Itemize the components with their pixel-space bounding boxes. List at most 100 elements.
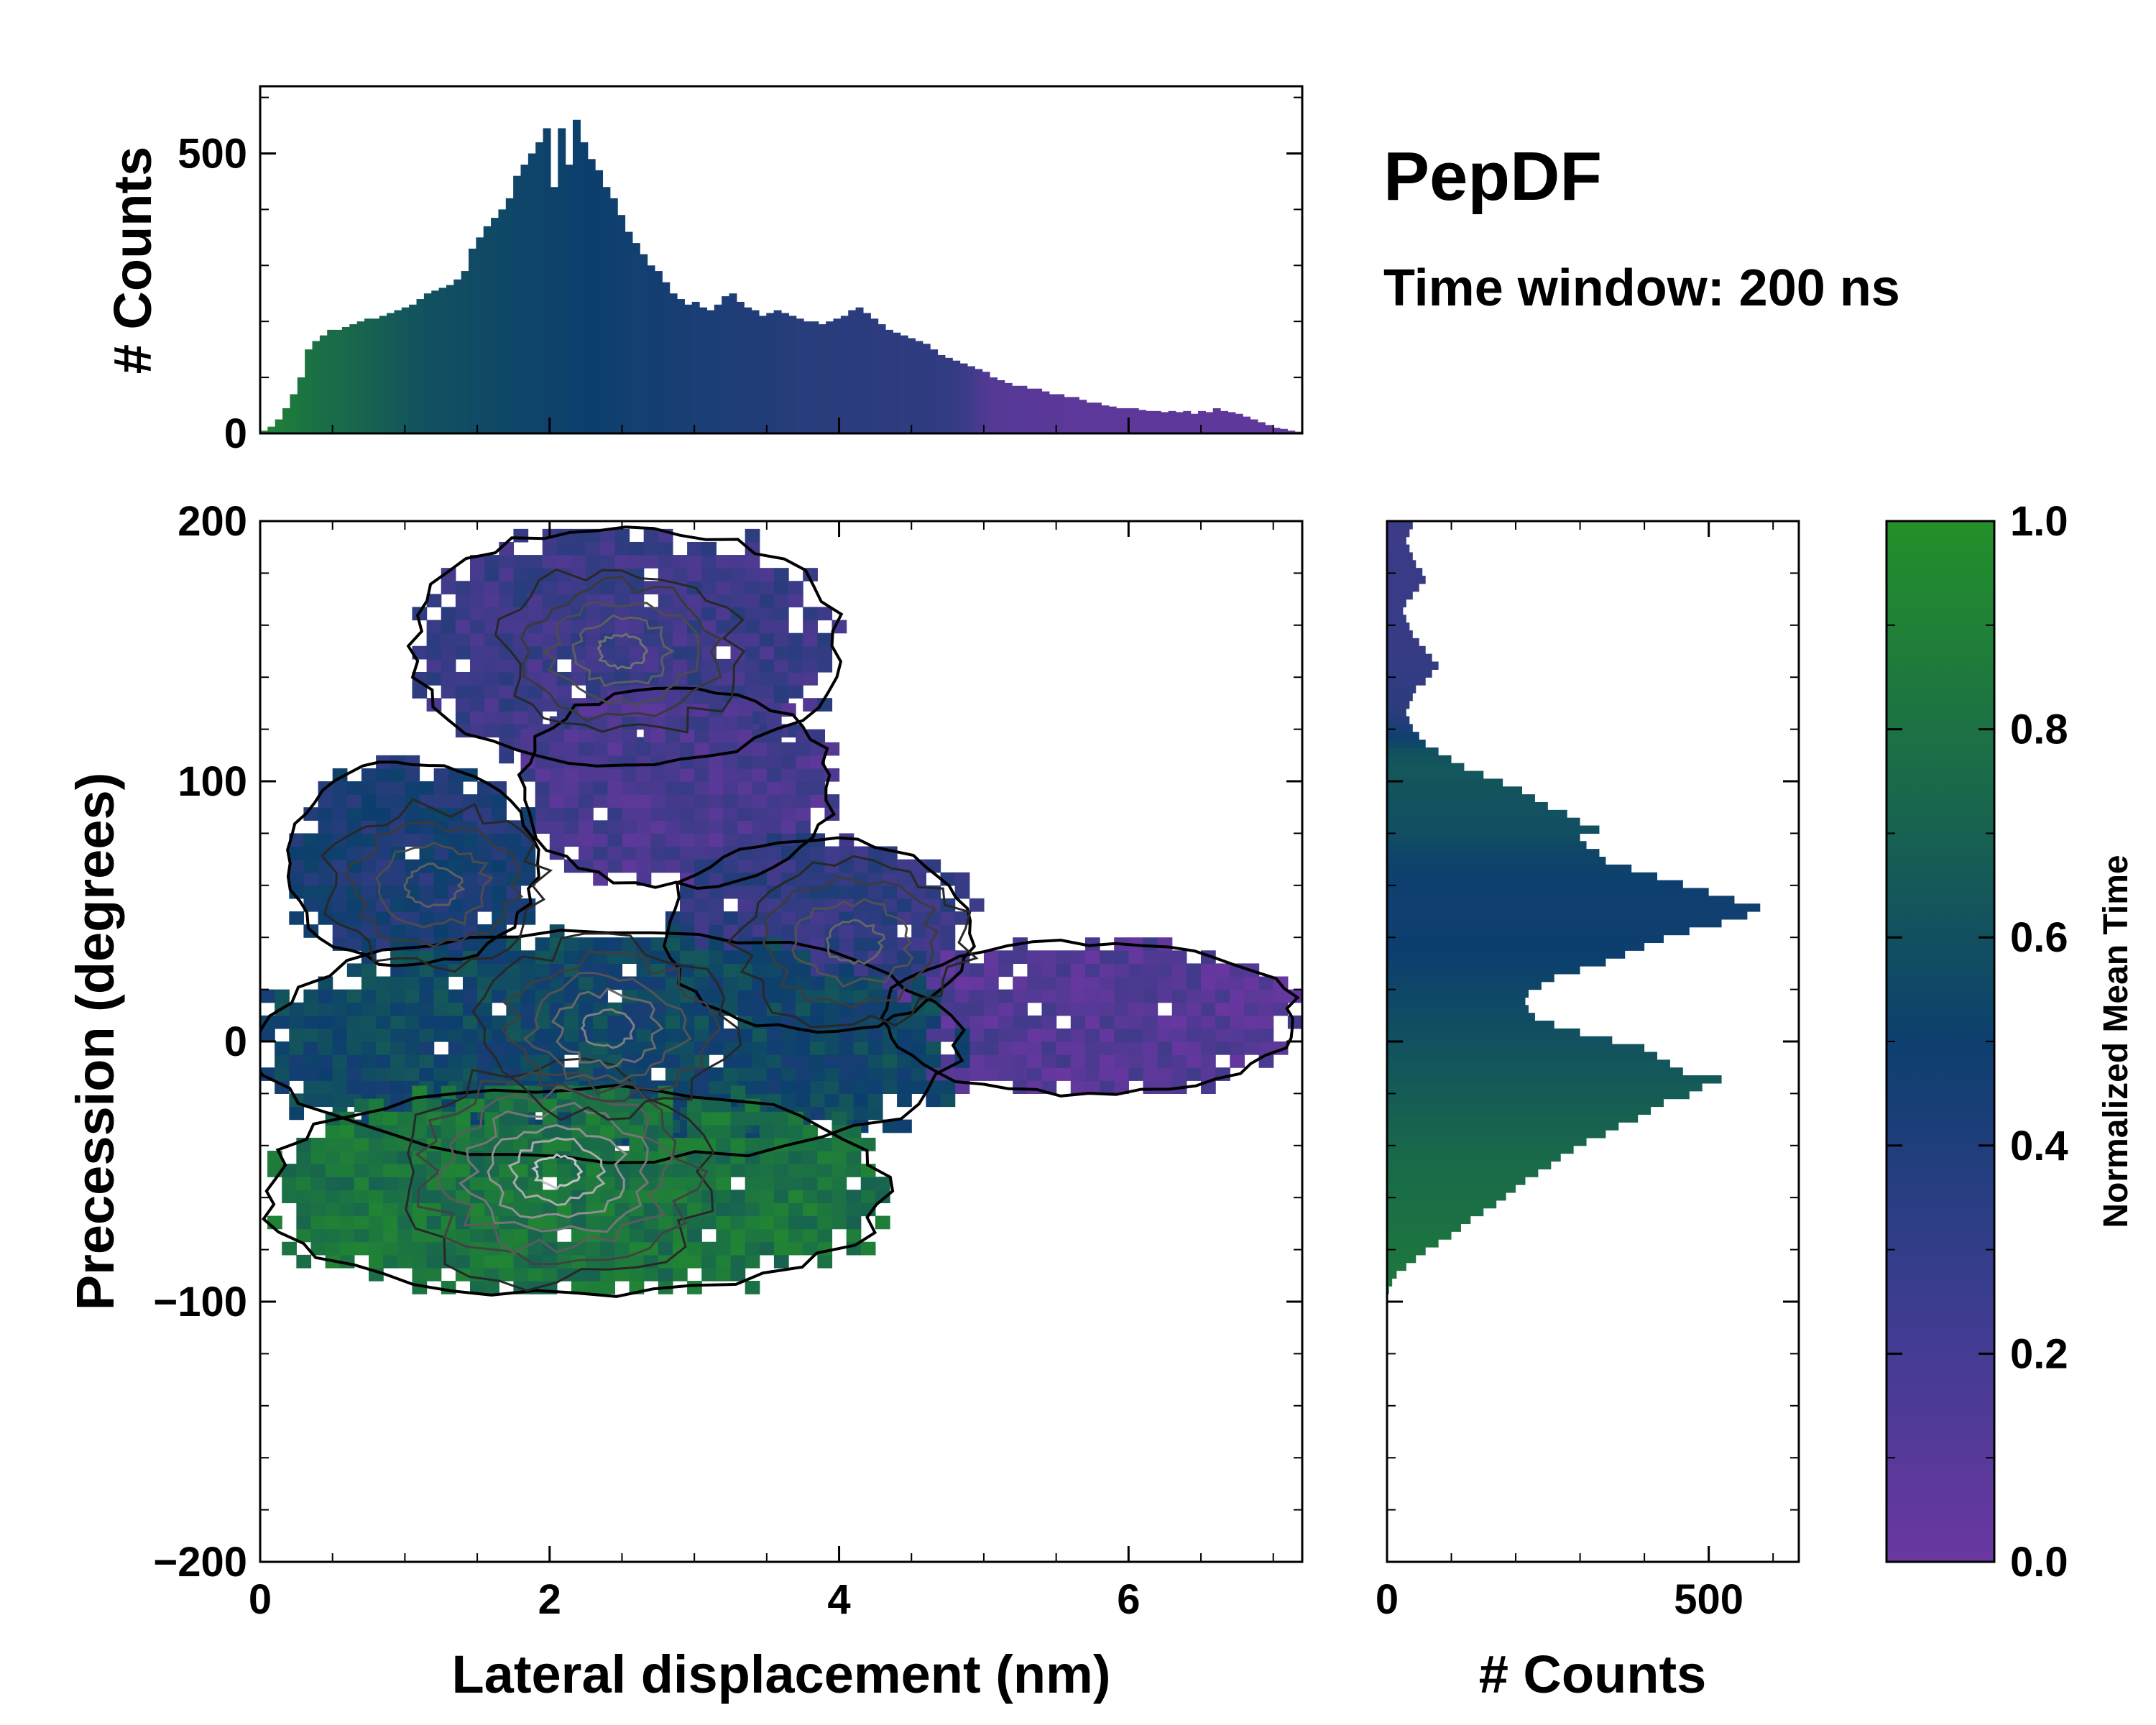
heatmap-cell <box>600 528 616 543</box>
heatmap-cell <box>405 924 420 938</box>
heatmap-cell <box>983 1028 999 1042</box>
right-hist-bar <box>1387 615 1406 623</box>
heatmap-cell <box>796 898 811 912</box>
heatmap-cell <box>709 872 724 886</box>
heatmap-cell <box>492 872 507 886</box>
heatmap-cell <box>636 781 652 795</box>
heatmap-cell <box>289 1054 305 1068</box>
heatmap-cell <box>810 1080 826 1094</box>
heatmap-cell <box>542 555 558 569</box>
heatmap-cell <box>528 632 543 647</box>
heatmap-cell <box>796 1093 811 1108</box>
heatmap-cell <box>535 820 550 834</box>
heatmap-cell <box>1258 1041 1274 1055</box>
heatmap-cell <box>853 859 869 873</box>
heatmap-cell <box>1244 1015 1260 1029</box>
heatmap-cell <box>680 898 695 912</box>
heatmap-cell <box>839 924 854 938</box>
top-hist-bar <box>1161 412 1169 433</box>
heatmap-cell <box>853 885 869 899</box>
heatmap-cell <box>897 1119 912 1133</box>
heatmap-cell <box>853 1080 869 1094</box>
heatmap-cell <box>730 1190 746 1204</box>
heatmap-cell <box>897 1015 912 1029</box>
heatmap-cell <box>665 807 681 821</box>
right-hist-bar <box>1387 381 1535 389</box>
heatmap-cell <box>448 1067 464 1081</box>
heatmap-cell <box>1100 950 1115 964</box>
right-hist-bar <box>1387 864 1632 873</box>
heatmap-cell <box>752 924 768 938</box>
heatmap-cell <box>419 1028 435 1042</box>
heatmap-cell <box>716 1267 732 1282</box>
heatmap-cell <box>563 794 579 808</box>
heatmap-cell <box>470 671 485 686</box>
heatmap-cell <box>788 1151 803 1164</box>
heatmap-cell <box>1013 950 1028 964</box>
heatmap-cell <box>579 833 594 847</box>
heatmap-cell <box>1056 989 1072 1003</box>
heatmap-cell <box>390 950 405 964</box>
heatmap-cell <box>1128 950 1144 964</box>
heatmap-cell <box>332 924 348 938</box>
right-hist-bar <box>1387 786 1523 795</box>
heatmap-cell <box>658 1267 673 1282</box>
top-hist-bar <box>751 310 760 433</box>
right-hist-bar <box>1387 497 1432 505</box>
heatmap-cell <box>390 833 405 847</box>
heatmap-cell <box>579 1015 594 1029</box>
heatmap-cell <box>412 1164 428 1177</box>
heatmap-cell <box>897 1093 912 1108</box>
heatmap-cell <box>709 989 724 1003</box>
heatmap-cell <box>839 885 854 899</box>
heatmap-cell <box>752 820 768 834</box>
heatmap-cell <box>419 950 435 964</box>
heatmap-cell <box>752 1041 768 1055</box>
heatmap-cell <box>492 885 507 899</box>
heatmap-cell <box>867 1041 883 1055</box>
heatmap-cell <box>1244 1028 1260 1042</box>
heatmap-cell <box>470 1281 485 1294</box>
heatmap-cell <box>303 1028 319 1042</box>
top-hist-bar <box>364 318 372 433</box>
heatmap-cell <box>586 1281 601 1294</box>
heatmap-cell <box>803 1202 818 1217</box>
heatmap-cell <box>412 1190 428 1204</box>
contour-line <box>541 600 700 707</box>
top-hist-bar <box>1183 410 1192 433</box>
heatmap-cell <box>737 794 753 808</box>
heatmap-cell <box>535 937 550 951</box>
heatmap-cell <box>636 1002 652 1016</box>
heatmap-cell <box>1128 1002 1144 1016</box>
heatmap-cell <box>1157 1080 1173 1094</box>
heatmap-cell <box>325 1151 341 1164</box>
heatmap-cell <box>586 607 601 621</box>
heatmap-cell <box>897 872 912 886</box>
heatmap-cell <box>448 833 464 847</box>
heatmap-cell <box>781 924 796 938</box>
top-hist-bar <box>736 301 745 433</box>
heatmap-cell <box>614 1215 630 1230</box>
heatmap-cell <box>513 568 529 581</box>
heatmap-cell <box>600 541 616 556</box>
heatmap-cell <box>831 1215 847 1230</box>
heatmap-cell <box>339 1241 355 1256</box>
heatmap-cell <box>477 846 492 860</box>
heatmap-cell <box>1171 1015 1187 1029</box>
heatmap-cell <box>477 1002 492 1016</box>
heatmap-cell <box>687 645 702 660</box>
right-hist-bar <box>1387 1270 1397 1279</box>
heatmap-cell <box>477 1054 492 1068</box>
heatmap-cell <box>506 872 522 886</box>
top-hist-bar <box>379 316 387 433</box>
heatmap-cell <box>441 1124 456 1138</box>
heatmap-cell <box>484 1177 499 1190</box>
heatmap-cell <box>369 1228 384 1243</box>
heatmap-cell <box>680 1041 695 1055</box>
heatmap-cell <box>911 950 926 964</box>
heatmap-cell <box>882 1041 898 1055</box>
heatmap-cell <box>1215 1028 1230 1042</box>
heatmap-cell <box>752 1028 768 1042</box>
heatmap-cell <box>1128 976 1144 990</box>
heatmap-cell <box>680 1015 695 1029</box>
